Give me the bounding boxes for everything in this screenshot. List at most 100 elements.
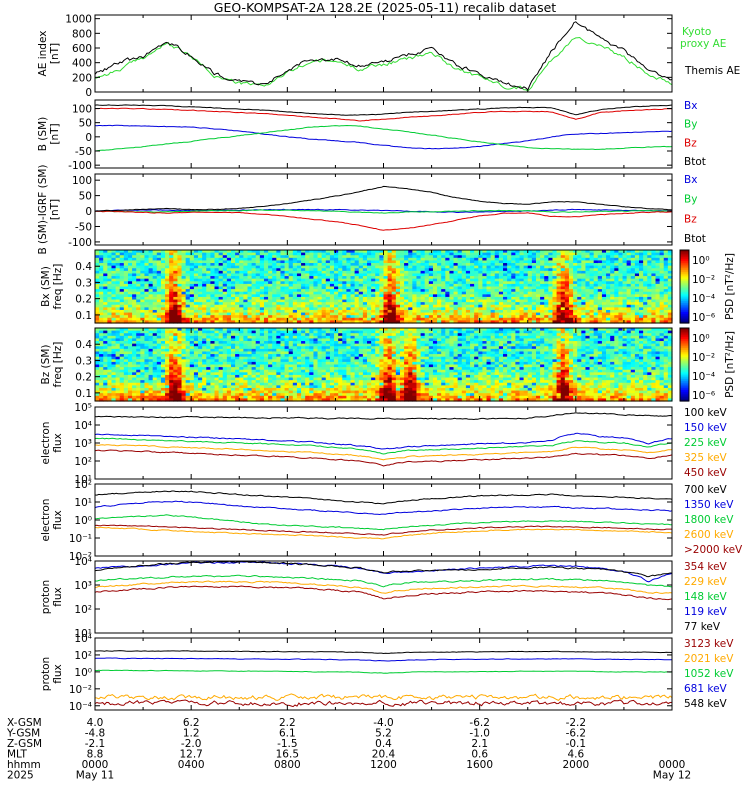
spectrogram-cell (309, 291, 315, 295)
spectrogram-cell (453, 270, 459, 275)
spectrogram-cell (362, 250, 368, 254)
spectrogram-cell (577, 302, 582, 306)
spectrogram-cell (140, 346, 146, 350)
spectrogram-cell (288, 257, 294, 262)
spectrogram-cell (140, 374, 146, 379)
spectrogram-cell (486, 250, 492, 254)
spectrogram-cell (251, 268, 257, 272)
spectrogram-cell (189, 294, 195, 298)
spectrogram-cell (651, 260, 657, 264)
spectrogram-cell (107, 359, 113, 363)
spectrogram-cell (202, 299, 207, 303)
spectrogram-cell (222, 276, 228, 280)
spectrogram-cell (581, 263, 587, 267)
spectrogram-cell (132, 372, 137, 376)
spectrogram-cell (185, 317, 191, 321)
spectrogram-cell (107, 268, 113, 272)
colorbar-segment (680, 275, 689, 278)
spectrogram-cell (503, 276, 508, 280)
spectrogram-cell (667, 294, 673, 298)
spectrogram-cell (276, 291, 282, 295)
spectrogram-cell (292, 317, 298, 321)
spectrogram-cell (136, 374, 141, 379)
spectrogram-cell (667, 281, 673, 285)
spectrogram-cell (189, 276, 195, 280)
spectrogram-cell (420, 252, 426, 256)
spectrogram-cell (181, 250, 187, 254)
spectrogram-cell (367, 296, 372, 301)
spectrogram-cell (470, 257, 475, 262)
spectrogram-cell (461, 270, 467, 275)
spectrogram-cell (288, 291, 294, 295)
spectrogram-cell (424, 250, 430, 254)
spectrogram-cell (202, 289, 207, 293)
spectrogram-cell (470, 281, 475, 285)
spectrogram-cell (136, 250, 141, 254)
spectrogram-cell (564, 268, 570, 272)
spectrogram-cell (214, 250, 220, 254)
spectrogram-cell (367, 260, 372, 264)
spectrogram-cell (160, 289, 166, 293)
spectrogram-cell (132, 328, 137, 332)
spectrogram-cell (585, 281, 591, 285)
spectrogram-cell (581, 283, 587, 288)
spectrogram-cell (127, 312, 133, 316)
spectrogram-cell (259, 252, 265, 256)
spectrogram-cell (416, 286, 422, 290)
spectrogram-cell (127, 296, 133, 301)
spectrogram-cell (573, 302, 578, 306)
spectrogram-cell (651, 257, 657, 262)
spectrogram-cell (210, 281, 216, 285)
spectrogram-cell (321, 315, 327, 319)
spectrogram-cell (263, 276, 269, 280)
spectrogram-cell (202, 304, 207, 308)
spectrogram-cell (643, 289, 648, 293)
spectrogram-cell (148, 395, 154, 399)
spectrogram-cell (305, 307, 310, 311)
spectrogram-cell (474, 257, 479, 262)
spectrogram-cell (470, 317, 475, 321)
spectrogram-cell (156, 302, 162, 306)
spectrogram-cell (268, 309, 273, 314)
spectrogram-cell (165, 320, 170, 324)
spectrogram-cell (494, 289, 500, 293)
spectrogram-cell (412, 304, 418, 308)
spectrogram-cell (358, 257, 364, 262)
spectrogram-cell (115, 252, 121, 256)
spectrogram-cell (375, 281, 380, 285)
spectrogram-cell (243, 255, 249, 259)
spectrogram-cell (606, 255, 611, 259)
spectrogram-cell (202, 252, 207, 256)
spectrogram-cell (535, 263, 541, 267)
spectrogram-cell (296, 265, 302, 269)
spectrogram-cell (379, 265, 385, 269)
spectrogram-cell (342, 315, 348, 319)
spectrogram-cell (309, 252, 315, 256)
spectrogram-cell (544, 286, 549, 290)
spectrogram-cell (107, 281, 113, 285)
spectrogram-cell (329, 294, 335, 298)
spectrogram-cell (379, 317, 385, 321)
spectrogram-cell (165, 286, 170, 290)
spectrogram-cell (639, 317, 644, 321)
spectrogram-cell (247, 278, 253, 282)
spectrogram-cell (247, 286, 253, 290)
spectrogram-cell (214, 317, 220, 321)
spectrogram-cell (535, 317, 541, 321)
spectrogram-cell (552, 273, 558, 277)
spectrogram-cell (95, 273, 100, 277)
spectrogram-cell (581, 299, 587, 303)
spectrogram-cell (313, 286, 319, 290)
spectrogram-cell (165, 307, 170, 311)
y-tick-label: 0.3 (75, 277, 92, 289)
spectrogram-cell (136, 372, 141, 376)
spectrogram-cell (350, 317, 356, 321)
spectrogram-cell (445, 265, 451, 269)
spectrogram-cell (107, 380, 113, 384)
spectrogram-cell (395, 283, 401, 288)
spectrogram-cell (342, 304, 348, 308)
spectrogram-cell (214, 307, 220, 311)
spectrogram-cell (301, 265, 306, 269)
spectrogram-cell (618, 255, 624, 259)
spectrogram-cell (420, 309, 426, 314)
